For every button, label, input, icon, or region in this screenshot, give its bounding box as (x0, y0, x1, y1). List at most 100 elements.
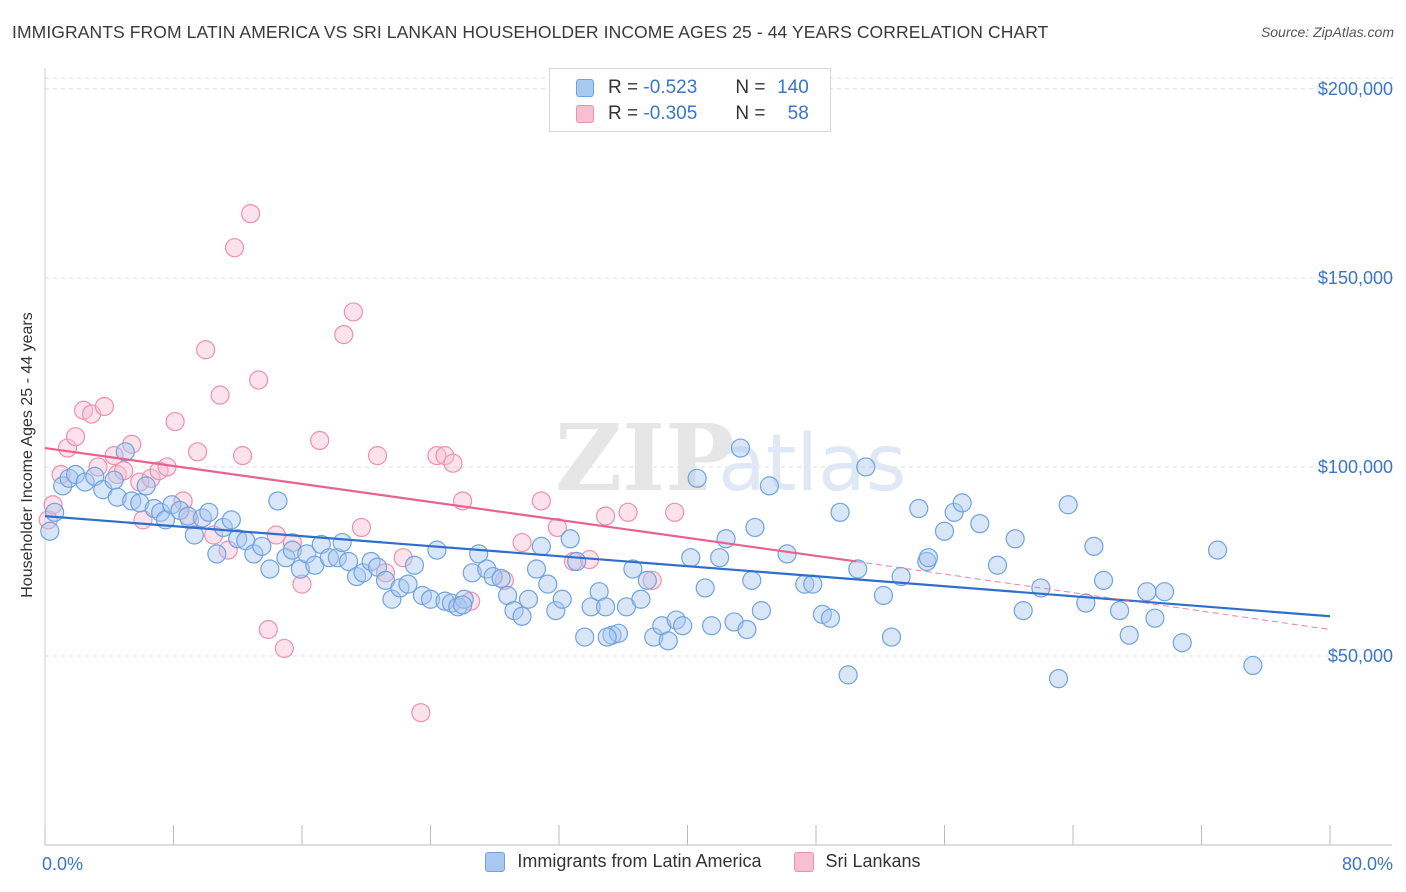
sri-lankans-point (187, 442, 208, 462)
legend-r-value: -0.523 (643, 77, 698, 98)
latin-america-point (759, 476, 780, 496)
latin-america-point (681, 548, 701, 568)
latin-america-point (477, 559, 497, 579)
legend-swatch-pink (576, 105, 594, 123)
latin-america-point (53, 476, 73, 496)
legend-n-label: N = (735, 103, 766, 124)
latin-america-point (909, 498, 929, 519)
sri-lankans-point (165, 411, 185, 432)
latin-america-point (1145, 608, 1165, 628)
x-tick-label-min: 0.0% (42, 854, 83, 874)
sri-lankans-trend-line (44, 446, 857, 563)
latin-america-point (252, 536, 272, 556)
sri-lankans-point (43, 495, 63, 515)
watermark-text: ZIP (555, 404, 734, 512)
latin-america-point (107, 487, 127, 507)
latin-america-point (952, 493, 972, 513)
sri-lankans-point (334, 325, 354, 345)
latin-america-point (803, 574, 823, 594)
latin-america-point (637, 570, 657, 590)
legend-n-value: 140 (777, 77, 809, 98)
latin-america-point (327, 548, 347, 568)
latin-america-point (1013, 601, 1033, 621)
latin-america-point (420, 589, 441, 609)
latin-america-points (40, 438, 1263, 689)
latin-america-point (820, 608, 841, 628)
y-tick-label: $50,000 (1328, 646, 1393, 666)
latin-america-point (730, 438, 751, 458)
latin-america-point (701, 616, 722, 636)
latin-america-point (462, 563, 482, 583)
legend-r-label: R = (608, 103, 639, 124)
sri-lankans-trend-extension (856, 560, 1331, 631)
sri-lankans-points (38, 204, 685, 723)
legend-item-latin-america[interactable]: Immigrants from Latin America (485, 851, 762, 872)
latin-america-point (970, 514, 990, 534)
latin-america-point (268, 491, 288, 511)
latin-america-point (560, 529, 580, 549)
latin-america-point (178, 506, 198, 526)
sri-lankans-point (665, 502, 685, 522)
latin-america-point (918, 548, 939, 568)
latin-america-point (777, 544, 797, 564)
latin-america-point (1109, 601, 1130, 621)
latin-america-point (404, 555, 425, 575)
latin-america-trend-line (44, 515, 1331, 618)
stats-legend: R = -0.523 N = 140 R = -0.305 N = 58 (549, 68, 831, 132)
latin-america-point (987, 555, 1008, 575)
sri-lankans-point (122, 434, 142, 454)
sri-lankans-point (595, 506, 616, 526)
latin-america-point (658, 631, 678, 651)
latin-america-point (695, 578, 715, 598)
sri-lankans-point (411, 703, 431, 723)
latin-america-point (687, 468, 707, 488)
sri-lankans-point (258, 619, 278, 640)
latin-america-point (881, 627, 902, 647)
legend-item-sri-lankans[interactable]: Sri Lankans (793, 851, 921, 872)
legend-swatch-blue (576, 79, 594, 97)
sri-lankans-point (249, 370, 269, 390)
y-tick-label: $150,000 (1318, 268, 1393, 288)
latin-america-point (1005, 529, 1025, 549)
legend-label: Immigrants from Latin America (517, 851, 762, 871)
latin-america-point (873, 585, 894, 606)
sri-lankans-point (351, 517, 372, 538)
sri-lankans-point (210, 385, 230, 405)
series-legend: Immigrants from Latin America Sri Lankan… (0, 851, 1406, 872)
latin-america-point (644, 627, 664, 647)
latin-america-point (538, 574, 558, 594)
latin-america-point (1154, 582, 1175, 602)
latin-america-point (427, 540, 447, 560)
legend-r-value: -0.305 (643, 103, 698, 124)
sri-lankans-point (367, 446, 388, 466)
latin-america-point (608, 623, 629, 643)
latin-america-point (297, 544, 317, 564)
latin-america-point (575, 627, 595, 647)
latin-america-point (546, 601, 566, 621)
latin-america-point (115, 442, 135, 462)
latin-america-point (1243, 655, 1263, 676)
latin-america-point (75, 472, 95, 492)
latin-america-point (631, 589, 651, 609)
latin-america-point (282, 540, 302, 560)
latin-america-point (65, 464, 86, 485)
sri-lankans-point (435, 446, 455, 466)
latin-america-point (228, 529, 248, 549)
chart-source: Source: ZipAtlas.com (1260, 24, 1394, 40)
latin-america-point (1058, 495, 1078, 515)
legend-r-label: R = (608, 77, 639, 98)
sri-lankans-point (531, 491, 551, 511)
latin-america-point (1137, 582, 1157, 602)
latin-america-point (567, 551, 587, 572)
latin-america-point (104, 470, 124, 490)
latin-america-point (512, 606, 532, 626)
legend-swatch-blue (485, 851, 506, 872)
latin-america-point (136, 476, 156, 496)
latin-america-point (848, 559, 868, 579)
chart-title: IMMIGRANTS FROM LATIN AMERICA VS SRI LAN… (12, 22, 1049, 42)
latin-america-point (597, 627, 617, 647)
legend-n-label: N = (735, 77, 766, 98)
latin-america-point (338, 551, 359, 572)
